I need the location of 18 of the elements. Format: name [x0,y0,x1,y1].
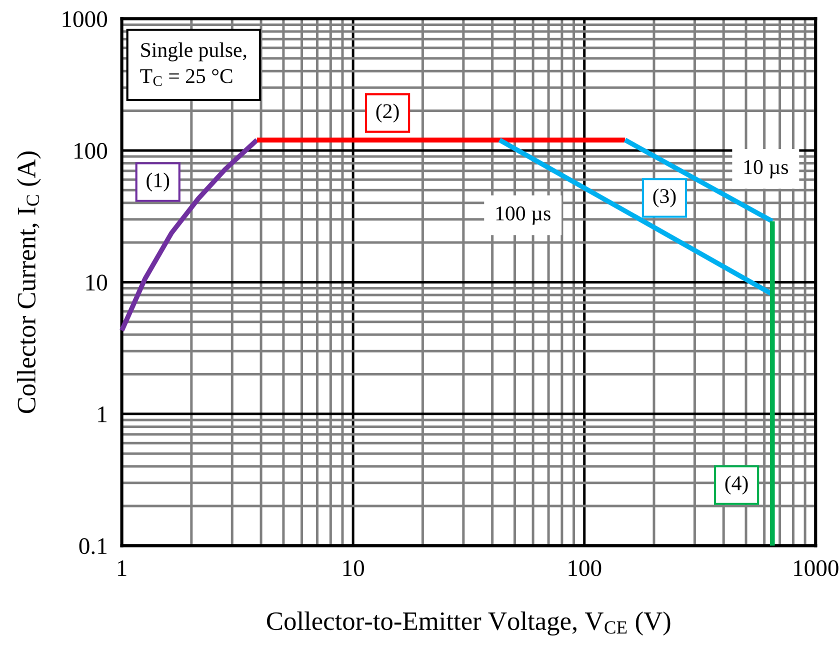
y-axis-title: Collector Current, I$_{C}$ (A) [16,152,41,414]
x-tick-label: 1000 [794,560,838,576]
y-tick-label: 10 [86,274,108,291]
x-tick-label: 1 [118,560,126,576]
x-tick-label: 10 [343,560,364,576]
y-tick-label: 0.1 [79,538,106,554]
y-tick-label: 1000 [62,11,108,28]
series-label: (4) [725,476,748,495]
series-label: (2) [376,104,399,122]
y-tick-label: 1 [98,406,106,422]
series-label: 10 µs [744,160,788,178]
x-axis-title: Collector-to-Emitter Voltage, V$_{CE}$ (V) [267,612,670,636]
annotation: Single pulse, T$_{C}$ = 25 °C [140,42,246,86]
y-tick-label: 100 [74,142,108,159]
annotation: (3) [653,188,676,208]
series-label: (1) [146,172,170,192]
series-label: 100 µs [496,206,550,225]
x-tick-label: 100 [568,560,602,576]
